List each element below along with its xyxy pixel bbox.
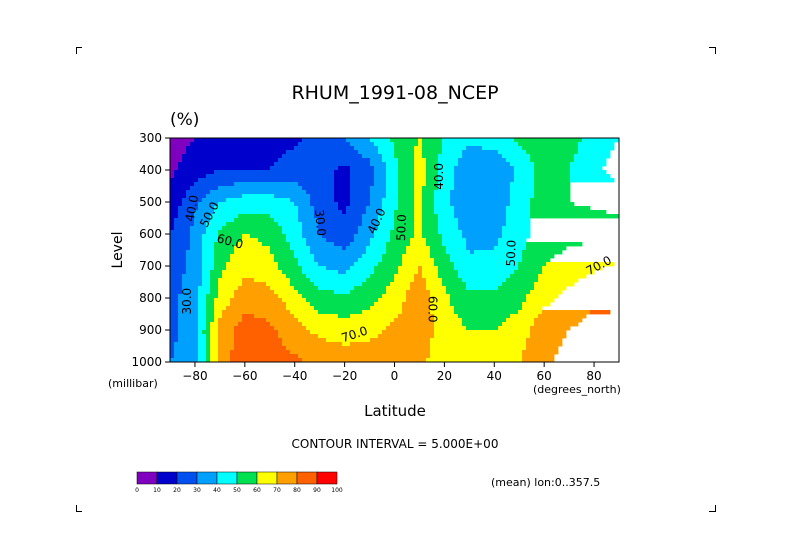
- colorbar-tick-label: 0: [135, 487, 139, 494]
- colorbar-tick-label: 60: [253, 487, 261, 494]
- y-tick-label: 900: [139, 323, 162, 337]
- colorbar-swatch: [276, 471, 298, 485]
- colorbar-swatch: [136, 471, 158, 485]
- y-axis: 300 400 500 600 700 800 900 1000: [131, 131, 170, 369]
- colorbar-swatch: [316, 471, 338, 485]
- y-tick-label: 800: [139, 291, 162, 305]
- crop-mark-top-right: [709, 47, 716, 54]
- x-tick-label: 20: [437, 369, 452, 383]
- colorbar-swatch: [236, 471, 258, 485]
- colorbar-tick-label: 90: [313, 487, 321, 494]
- x-tick-label: −20: [332, 369, 357, 383]
- y-tick-label: 600: [139, 227, 162, 241]
- x-tick-label: 80: [586, 369, 601, 383]
- colorbar: 0 10 20 30 40 50 60 70 80 90 100: [135, 471, 343, 494]
- colorbar-swatch: [216, 471, 238, 485]
- chart-title: RHUM_1991-08_NCEP: [291, 82, 498, 104]
- crop-mark-top-left: [76, 47, 82, 54]
- colorbar-swatch: [296, 471, 318, 485]
- contour-interval-text: CONTOUR INTERVAL = 5.000E+00: [292, 437, 499, 451]
- y-tick-label: 300: [139, 131, 162, 145]
- contour-label: 60.0: [425, 296, 439, 323]
- colorbar-swatch: [156, 471, 178, 485]
- colorbar-tick-label: 50: [233, 487, 241, 494]
- colorbar-tick-label: 40: [213, 487, 221, 494]
- plot-area: [170, 138, 619, 363]
- y-tick-label: 1000: [131, 355, 162, 369]
- colorbar-tick-label: 80: [293, 487, 301, 494]
- colorbar-tick-label: 100: [331, 487, 343, 494]
- crop-mark-bottom-left: [76, 505, 82, 512]
- y-axis-unit: (millibar): [108, 377, 158, 390]
- y-tick-label: 500: [139, 195, 162, 209]
- x-axis: −80 −60 −40 −20 0 20 40 60 80: [182, 362, 602, 383]
- contour-label: 70.0: [584, 253, 614, 278]
- x-tick-label: 0: [391, 369, 399, 383]
- contour-label: 40.0: [183, 194, 201, 223]
- colorbar-tick-label: 10: [153, 487, 161, 494]
- contour-label: 30.0: [180, 288, 194, 315]
- x-tick-label: −60: [232, 369, 257, 383]
- units-label: (%): [170, 110, 199, 130]
- mean-text: (mean) lon:0..357.5: [491, 476, 600, 489]
- colorbar-tick-label: 70: [273, 487, 281, 494]
- colorbar-tick-label: 30: [193, 487, 201, 494]
- y-tick-label: 700: [139, 259, 162, 273]
- x-tick-label: 60: [537, 369, 552, 383]
- contour-label: 30.0: [312, 209, 328, 237]
- colorbar-swatch: [196, 471, 218, 485]
- x-tick-label: −80: [182, 369, 207, 383]
- crop-marks: [76, 47, 716, 512]
- contour-label: 50.0: [504, 240, 519, 267]
- y-axis-label: Level: [110, 232, 126, 269]
- y-tick-label: 400: [139, 163, 162, 177]
- contour-label: 50.0: [394, 214, 409, 241]
- x-tick-label: −40: [282, 369, 307, 383]
- colorbar-tick-label: 20: [173, 487, 181, 494]
- colorbar-swatch: [256, 471, 278, 485]
- crop-mark-bottom-right: [709, 505, 716, 512]
- colorbar-swatch: [176, 471, 198, 485]
- contour-label: 40.0: [432, 163, 446, 190]
- x-axis-unit: (degrees_north): [533, 383, 621, 396]
- x-axis-label: Latitude: [364, 402, 426, 420]
- x-tick-label: 40: [487, 369, 502, 383]
- contour-label: 60.0: [215, 231, 244, 251]
